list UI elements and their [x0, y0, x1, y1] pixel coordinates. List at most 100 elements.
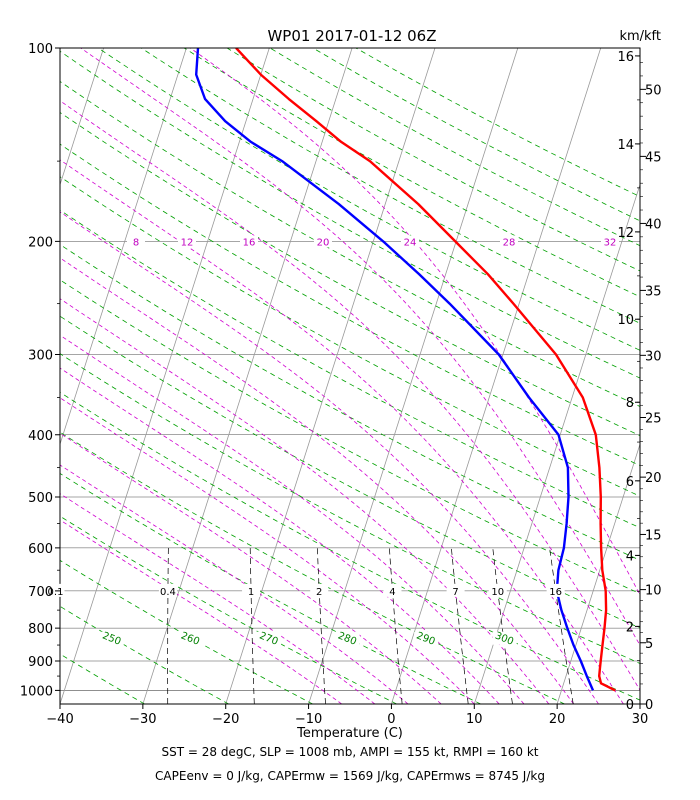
footer-line-2: CAPEenv = 0 J/kg, CAPErmw = 1569 J/kg, C… [155, 769, 545, 783]
mixing-ratio-label: 7 [452, 587, 458, 598]
mixing-ratio-label-bg [546, 583, 565, 597]
pressure-tick-label: 1000 [20, 684, 53, 699]
moist-adiabat-label-bg [314, 235, 332, 248]
mixing-ratio-line [316, 547, 326, 704]
mixing-ratio-label-bg [242, 583, 261, 597]
dry-adiabat-line [60, 605, 229, 704]
isotherm-line [556, 442, 640, 704]
mixing-ratio-label-bg [158, 583, 177, 597]
moist-adiabat-label: 24 [404, 237, 417, 248]
moist-adiabat-label: 8 [133, 237, 139, 248]
moist-adiabat-line [60, 519, 342, 704]
moist-adiabat-line [60, 334, 525, 704]
right-axis-label: km/kft [619, 29, 661, 44]
moist-adiabat-line [80, 48, 640, 647]
moist-adiabat-label-bg [240, 235, 258, 248]
dry-adiabat-label-bg [335, 631, 360, 645]
temperature-tick-label: 10 [466, 712, 483, 727]
km-tick-label: 10 [617, 313, 634, 328]
pressure-tick-label: 300 [28, 348, 53, 363]
km-tick-label: 6 [626, 475, 634, 490]
mixing-ratio-line [451, 547, 469, 704]
mixing-ratio-line [389, 547, 403, 704]
dry-adiabat-line [140, 48, 640, 324]
x-axis-label: Temperature (C) [296, 726, 403, 740]
moist-adiabat-line [190, 48, 640, 596]
mixing-ratio-label-bg [383, 583, 402, 597]
moist-adiabat-label: 20 [317, 237, 330, 248]
kft-tick-label: 20 [645, 471, 662, 486]
moist-adiabat-line [60, 257, 575, 704]
temperature-profile-line [235, 48, 616, 692]
moist-adiabat-line [60, 298, 550, 704]
pressure-tick-label: 900 [28, 655, 53, 670]
mixing-ratio-label: 1 [248, 587, 254, 598]
dry-adiabat-line [60, 515, 397, 704]
dry-adiabat-line [60, 111, 640, 437]
dry-adiabat-label-bg [178, 631, 203, 645]
temperature-tick-label: −10 [295, 712, 322, 727]
footer-line-1: SST = 28 degC, SLP = 1008 mb, AMPI = 155… [161, 745, 539, 759]
temperature-tick-label: −40 [46, 712, 73, 727]
plot-frame [59, 47, 641, 705]
pressure-tick-label: 100 [28, 42, 53, 57]
pressure-tick-label: 500 [28, 491, 53, 506]
kft-tick-label: 25 [645, 412, 662, 427]
chart-title: WP01 2017-01-12 06Z [267, 27, 436, 45]
mixing-ratio-line [492, 547, 513, 704]
moist-adiabat-line [60, 367, 500, 704]
moist-adiabat-label-bg [601, 235, 619, 248]
moist-adiabat-label: 32 [604, 237, 617, 248]
kft-tick-label: 35 [645, 284, 662, 299]
kft-tick-label: 45 [645, 150, 662, 165]
dry-adiabat-line [60, 431, 565, 704]
mixing-ratio-label: 0.4 [160, 587, 176, 598]
mixing-ratio-line [167, 547, 169, 704]
isotherm-line [308, 48, 519, 704]
km-tick-label: 4 [626, 549, 634, 564]
dry-adiabat-label-bg [414, 631, 439, 645]
moist-adiabat-label-bg [500, 235, 518, 248]
mixing-ratio-label: 0.1 [48, 587, 64, 598]
temperature-tick-label: 20 [549, 712, 566, 727]
moist-adiabat-label: 16 [243, 237, 256, 248]
pressure-tick-label: 200 [28, 235, 53, 250]
pressure-tick-label: 700 [28, 585, 53, 600]
dry-adiabat-line [60, 143, 640, 466]
mixing-ratio-label: 4 [389, 587, 395, 598]
moist-adiabat-label-bg [127, 235, 145, 248]
isotherm-line [60, 48, 104, 186]
kft-tick-label: 5 [645, 637, 653, 652]
moist-adiabat-label-bg [178, 235, 196, 248]
mixing-ratio-label: 16 [549, 587, 562, 598]
km-tick-label: 12 [617, 226, 634, 241]
temperature-tick-label: 30 [632, 712, 649, 727]
pressure-tick-label: 800 [28, 622, 53, 637]
isotherm-line [391, 48, 602, 704]
dewpoint-profile-line [195, 48, 595, 691]
moist-adiabat-line [60, 159, 624, 704]
km-tick-label: 16 [617, 50, 634, 65]
moist-adiabat-line [60, 100, 640, 692]
mixing-ratio-label-bg [310, 583, 329, 597]
isotherm-line [60, 48, 270, 704]
mixing-ratio-line [549, 547, 574, 704]
moist-adiabat-label: 28 [503, 237, 516, 248]
kft-tick-label: 0 [645, 698, 653, 713]
pressure-tick-label: 400 [28, 429, 53, 444]
temperature-tick-label: −20 [212, 712, 239, 727]
dry-adiabat-label-bg [257, 631, 282, 645]
dry-adiabat-line [60, 315, 640, 629]
temperature-tick-label: −30 [129, 712, 156, 727]
dry-adiabat-line [60, 279, 640, 595]
km-tick-label: 8 [626, 396, 634, 411]
mixing-ratio-label: 10 [491, 587, 504, 598]
moist-adiabat-line [60, 464, 409, 704]
km-tick-label: 14 [617, 138, 634, 153]
isotherm-line [473, 183, 640, 704]
mixing-ratio-line [249, 547, 255, 704]
moist-adiabat-label-bg [401, 235, 419, 248]
kft-tick-label: 50 [645, 83, 662, 98]
moist-adiabat-line [60, 397, 475, 704]
